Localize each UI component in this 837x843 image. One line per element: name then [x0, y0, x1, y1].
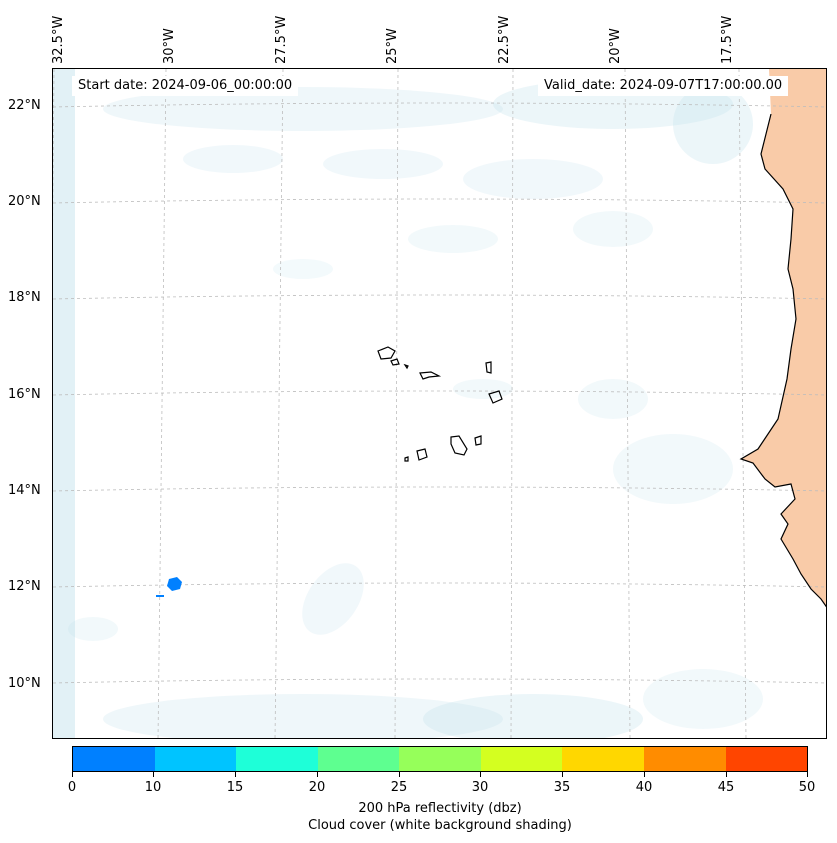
colorbar-tick-label: 0: [67, 780, 77, 795]
colorbar-sublabel: Cloud cover (white background shading): [308, 818, 572, 833]
colorbar-tick-label: 40: [635, 780, 653, 795]
island-brava: [404, 456, 409, 462]
african-coast-land: [741, 69, 826, 607]
cloud-patch: [103, 87, 503, 131]
colorbar-tick: [72, 772, 73, 777]
colorbar-segment-40-45: [643, 747, 726, 771]
colorbar-tick-label: 25: [390, 780, 408, 795]
cloud-patch: [578, 379, 648, 419]
colorbar-tick: [399, 772, 400, 777]
island-santo-antao: [377, 346, 396, 360]
colorbar-segment-10-15: [154, 747, 237, 771]
colorbar-tick: [480, 772, 481, 777]
colorbar-tick: [562, 772, 563, 777]
colorbar-tick-label: 45: [717, 780, 735, 795]
cloud-patch: [323, 149, 443, 179]
lon-label-20w: 20°W: [608, 28, 623, 64]
colorbar-tick: [153, 772, 154, 777]
colorbar-tick-label: 35: [553, 780, 571, 795]
lat-label-22n: 22°N: [8, 98, 41, 113]
lon-label-27-5w: 27.5°W: [274, 15, 289, 64]
reflectivity-cell: [167, 577, 182, 591]
lon-label-17-5w: 17.5°W: [720, 15, 735, 64]
colorbar-segment-35-40: [562, 747, 644, 771]
lat-label-10n: 10°N: [8, 676, 41, 691]
island-sal: [485, 361, 492, 374]
graticule: [53, 69, 826, 738]
lon-label-32-5w: 32.5°W: [51, 15, 66, 64]
colorbar-segment-0-10: [73, 747, 155, 771]
lon-label-25w: 25°W: [385, 28, 400, 64]
colorbar-tick-label: 30: [471, 780, 489, 795]
reflectivity-cells: [156, 577, 182, 597]
colorbar-tick: [726, 772, 727, 777]
cloud-patch: [453, 379, 513, 399]
map-canvas: [53, 69, 826, 738]
cloud-patch: [423, 694, 643, 738]
cloud-patch: [463, 159, 603, 199]
island-santa-luzia: [403, 363, 409, 370]
cloud-patch: [183, 145, 283, 173]
colorbar-segment-15-20: [236, 747, 318, 771]
island-santiago: [450, 435, 468, 456]
cloud-patch: [673, 84, 753, 164]
island-sao-vicente: [390, 358, 400, 366]
start-date: Start date: 2024-09-06_00:00:00: [72, 76, 299, 96]
island-maio: [474, 435, 482, 446]
lon-label-22-5w: 22.5°W: [497, 15, 512, 64]
cloud-cover-layer: [53, 69, 763, 738]
colorbar-segment-20-25: [317, 747, 400, 771]
colorbar-tick-label: 50: [798, 780, 816, 795]
colorbar-tick: [807, 772, 808, 777]
map-frame: [52, 68, 827, 739]
colorbar-tick-label: 10: [144, 780, 162, 795]
lat-label-16n: 16°N: [8, 387, 41, 402]
island-sao-nicolau: [419, 371, 442, 380]
colorbar-tick-label: 20: [308, 780, 326, 795]
island-boa-vista: [488, 390, 503, 404]
reflectivity-cell: [156, 595, 164, 597]
cloud-band-left: [53, 69, 75, 738]
colorbar-segment-45-50: [725, 747, 808, 771]
lat-label-14n: 14°N: [8, 483, 41, 498]
cloud-patch: [408, 225, 498, 253]
cloud-patch: [103, 694, 503, 738]
lat-label-18n: 18°N: [8, 290, 41, 305]
lon-label-30w: 30°W: [162, 28, 177, 64]
colorbar-tick: [317, 772, 318, 777]
colorbar: [72, 746, 808, 772]
island-fogo: [416, 448, 428, 461]
colorbar-tick-label: 15: [226, 780, 244, 795]
colorbar-segment-25-30: [399, 747, 481, 771]
african-coastline: [739, 113, 826, 608]
colorbar-label: 200 hPa reflectivity (dbz): [358, 801, 522, 816]
colorbar-tick: [235, 772, 236, 777]
valid-date: Valid_date: 2024-09-07T17:00:00.00: [538, 76, 789, 96]
colorbar-segment-30-35: [480, 747, 563, 771]
cloud-patch: [68, 617, 118, 641]
cloud-patch: [613, 434, 733, 504]
cloud-patch: [643, 669, 763, 729]
cape-verde-islands: [377, 346, 503, 462]
colorbar-tick: [644, 772, 645, 777]
cloud-patch: [573, 211, 653, 247]
cloud-patch: [302, 563, 364, 635]
cloud-patch: [273, 259, 333, 279]
lat-label-20n: 20°N: [8, 194, 41, 209]
lat-label-12n: 12°N: [8, 579, 41, 594]
